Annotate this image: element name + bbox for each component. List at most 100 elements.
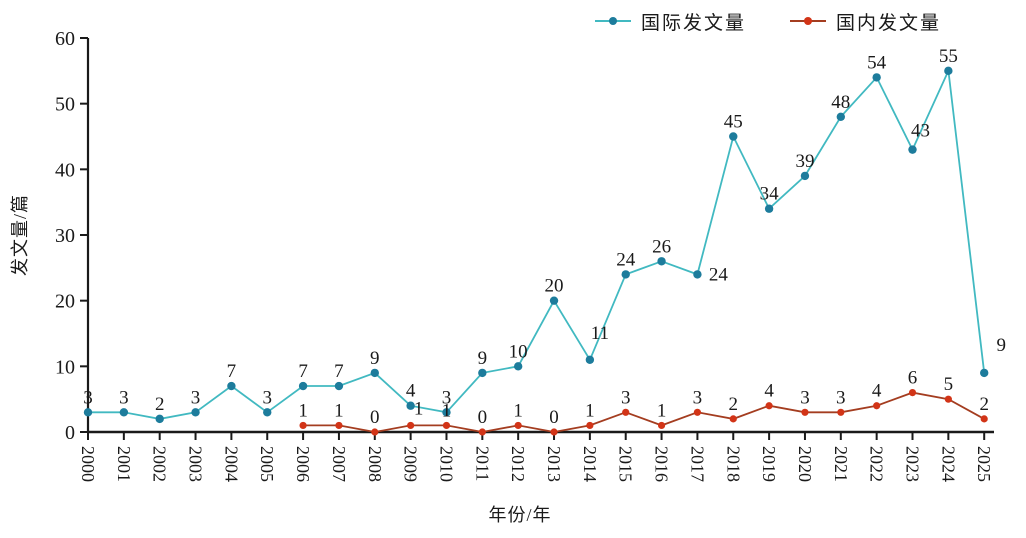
- x-tick-label: 2011: [472, 446, 492, 481]
- international-data-point: [119, 408, 129, 417]
- x-tick-label: 2000: [78, 446, 98, 482]
- domestic-data-point: [550, 428, 558, 436]
- domestic-line: [303, 391, 985, 433]
- international-data-point: [657, 257, 666, 266]
- international-data-point: [155, 414, 164, 424]
- international-data-point: [406, 401, 415, 410]
- point-label: 3: [191, 387, 201, 408]
- international-data-point: [585, 355, 595, 364]
- domestic-data-point: [657, 421, 666, 430]
- point-label: 20: [545, 276, 564, 297]
- x-tick-label: 2010: [436, 446, 456, 482]
- domestic-data-point: [765, 402, 773, 410]
- point-label: 9: [478, 348, 488, 369]
- point-label: 1: [442, 400, 452, 421]
- domestic-data-point: [622, 408, 630, 416]
- international-data-point: [872, 73, 881, 82]
- international-data-point: [800, 171, 810, 181]
- international-data-point: [944, 66, 953, 76]
- point-label: 2: [155, 394, 165, 415]
- x-tick-label: 2004: [221, 446, 241, 482]
- international-data-point: [370, 368, 379, 378]
- x-tick-label: 2003: [186, 446, 206, 482]
- x-tick-label: 2014: [580, 446, 600, 482]
- point-label: 24: [616, 249, 636, 270]
- domestic-data-point: [442, 421, 451, 430]
- x-tick-label: 2006: [293, 446, 313, 482]
- domestic-data-point: [908, 389, 917, 397]
- international-data-point: [83, 408, 93, 417]
- domestic-data-point: [478, 428, 486, 436]
- point-label: 3: [621, 387, 631, 408]
- point-label: 3: [119, 387, 129, 408]
- domestic-data-point: [407, 421, 415, 430]
- y-tick-label: 60: [55, 28, 75, 50]
- point-label: 7: [227, 361, 237, 382]
- x-tick-label: 2018: [723, 446, 743, 482]
- domestic-data-point: [801, 408, 809, 416]
- point-label: 1: [334, 400, 344, 421]
- domestic-data-point: [944, 395, 952, 403]
- x-tick-label: 2021: [831, 446, 851, 482]
- point-label: 39: [795, 151, 814, 172]
- international-data-point: [191, 408, 200, 417]
- x-tick-label: 2025: [974, 446, 994, 482]
- international-data-point: [729, 132, 738, 141]
- point-label: 10: [509, 341, 528, 362]
- point-label: 11: [591, 323, 609, 344]
- point-label: 4: [764, 381, 774, 402]
- domestic-data-point: [837, 408, 845, 416]
- x-tick-label: 2020: [795, 446, 815, 482]
- international-data-point: [227, 381, 236, 391]
- y-axis-title: 发文量/篇: [10, 194, 30, 277]
- international-data-point: [442, 408, 451, 417]
- point-label: 43: [911, 121, 930, 142]
- point-label: 48: [831, 92, 850, 113]
- point-label: 9: [996, 335, 1006, 356]
- x-tick-label: 2024: [938, 446, 958, 482]
- domestic-data-point: [729, 415, 737, 423]
- x-tick-label: 2016: [652, 446, 672, 482]
- x-tick-label: 2022: [867, 446, 887, 482]
- domestic-data-point: [335, 421, 343, 430]
- point-label: 0: [549, 407, 559, 428]
- x-tick-label: 2007: [329, 446, 349, 482]
- x-tick-label: 2017: [687, 446, 707, 482]
- y-tick-label: 50: [55, 94, 75, 116]
- domestic-data-point: [693, 408, 702, 416]
- international-data-point: [621, 270, 630, 279]
- x-tick-label: 2008: [365, 446, 385, 482]
- point-label: 3: [800, 387, 810, 408]
- point-label: 34: [760, 184, 780, 205]
- x-tick-label: 2013: [544, 446, 564, 482]
- point-label: 0: [478, 407, 488, 428]
- point-label: 4: [406, 381, 416, 402]
- y-tick-label: 0: [65, 422, 75, 444]
- domestic-data-point: [980, 415, 988, 423]
- international-data-point: [513, 362, 523, 371]
- x-tick-label: 2023: [903, 446, 923, 482]
- point-label: 3: [262, 387, 272, 408]
- x-axis-title: 年份/年: [488, 505, 552, 525]
- point-label: 1: [298, 400, 308, 421]
- point-label: 1: [513, 400, 523, 421]
- point-label: 55: [939, 46, 958, 67]
- point-label: 26: [652, 236, 671, 257]
- point-label: 2: [729, 394, 739, 415]
- x-tick-label: 2019: [759, 446, 779, 482]
- point-label: 24: [709, 264, 729, 285]
- international-data-point: [298, 381, 308, 391]
- international-data-point: [263, 408, 272, 417]
- y-tick-label: 20: [55, 291, 75, 313]
- point-label: 7: [334, 361, 344, 382]
- point-label: 3: [442, 387, 452, 408]
- point-label: 1: [585, 400, 595, 421]
- point-label: 5: [944, 374, 954, 395]
- international-data-point: [980, 368, 989, 378]
- point-label: 54: [867, 52, 887, 73]
- domestic-data-point: [299, 421, 307, 430]
- x-tick-label: 2005: [257, 446, 277, 482]
- international-data-point: [764, 204, 774, 213]
